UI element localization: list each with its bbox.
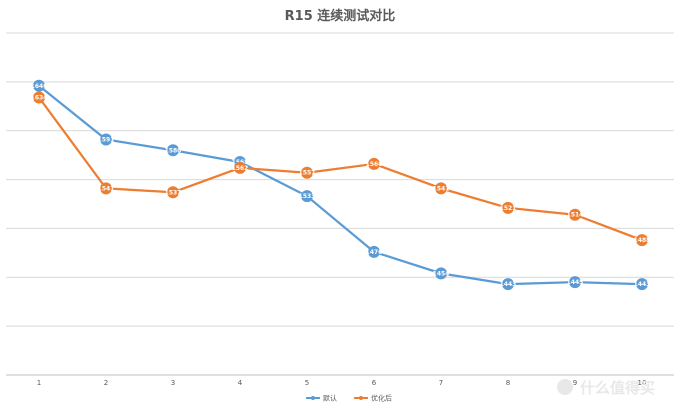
data-label: 1634 <box>31 94 48 101</box>
data-point <box>502 201 514 214</box>
series-line <box>38 96 643 242</box>
data-label: 1646 <box>31 83 48 90</box>
data-point <box>636 234 648 247</box>
data-label: 1580 <box>165 147 182 154</box>
legend: 默认 优化后 <box>306 394 392 403</box>
series-line <box>38 84 643 286</box>
data-label: 1476 <box>366 249 383 256</box>
data-point <box>435 267 447 280</box>
data-point <box>368 245 380 258</box>
data-label: 1566 <box>366 161 383 168</box>
data-label: 1537 <box>165 189 182 196</box>
watermark: 什么值得买 <box>557 379 655 397</box>
x-tick-label: 4 <box>238 379 243 387</box>
data-label: 1591 <box>98 137 115 144</box>
data-label: 1445 <box>567 279 584 286</box>
data-point <box>502 278 514 291</box>
data-label: 1488 <box>634 237 651 244</box>
data-point <box>100 182 112 195</box>
data-label: 1557 <box>299 170 316 177</box>
data-point <box>636 278 648 291</box>
x-tick-label: 1 <box>37 379 41 387</box>
data-label: 1533 <box>299 193 316 200</box>
data-label: 1443 <box>634 281 651 288</box>
data-point <box>167 186 179 199</box>
x-tick-label: 6 <box>372 379 377 387</box>
data-point <box>234 161 246 174</box>
data-label: 1454 <box>433 270 450 277</box>
data-label: 1562 <box>232 165 249 172</box>
x-tick-label: 9 <box>573 379 577 387</box>
x-tick-label: 8 <box>506 379 510 387</box>
data-point <box>301 166 313 179</box>
watermark-logo-icon <box>557 379 573 395</box>
watermark-text: 什么值得买 <box>580 379 655 397</box>
x-tick-label: 3 <box>171 379 175 387</box>
series-1: 1646159115801568153314761454144314451443 <box>31 79 651 291</box>
data-label: 1541 <box>98 185 115 192</box>
data-point <box>100 133 112 146</box>
x-tick-label: 5 <box>305 379 309 387</box>
data-point <box>301 190 313 203</box>
x-tick-label: 10 <box>638 379 647 387</box>
legend-item: 优化后 <box>354 394 392 403</box>
x-tick-label: 7 <box>439 379 443 387</box>
x-axis: 1 2 3 4 5 6 7 8 9 10 <box>37 379 647 387</box>
legend-label: 优化后 <box>371 394 392 403</box>
data-label: 1443 <box>500 281 517 288</box>
series-2: 1634 1541 1537 1562 1557 1566 1541 1521 1514 1488 <box>31 91 651 247</box>
data-label: 1521 <box>500 205 517 212</box>
chart-title: R15 连续测试对比 <box>285 8 396 24</box>
data-point <box>569 208 581 221</box>
legend-marker <box>359 396 363 400</box>
data-point <box>33 91 45 104</box>
x-tick-label: 2 <box>104 379 108 387</box>
legend-label: 默认 <box>323 394 337 403</box>
data-point <box>368 157 380 170</box>
legend-item: 默认 <box>306 394 337 403</box>
legend-marker <box>311 396 315 400</box>
data-label: 1514 <box>567 212 584 219</box>
data-point <box>569 276 581 289</box>
gridlines <box>6 32 674 376</box>
data-label: 1541 <box>433 185 450 192</box>
data-point <box>33 79 45 92</box>
data-point <box>435 182 447 195</box>
data-point <box>167 144 179 157</box>
series-group: 1646159115801568153314761454144314451443… <box>31 79 651 291</box>
